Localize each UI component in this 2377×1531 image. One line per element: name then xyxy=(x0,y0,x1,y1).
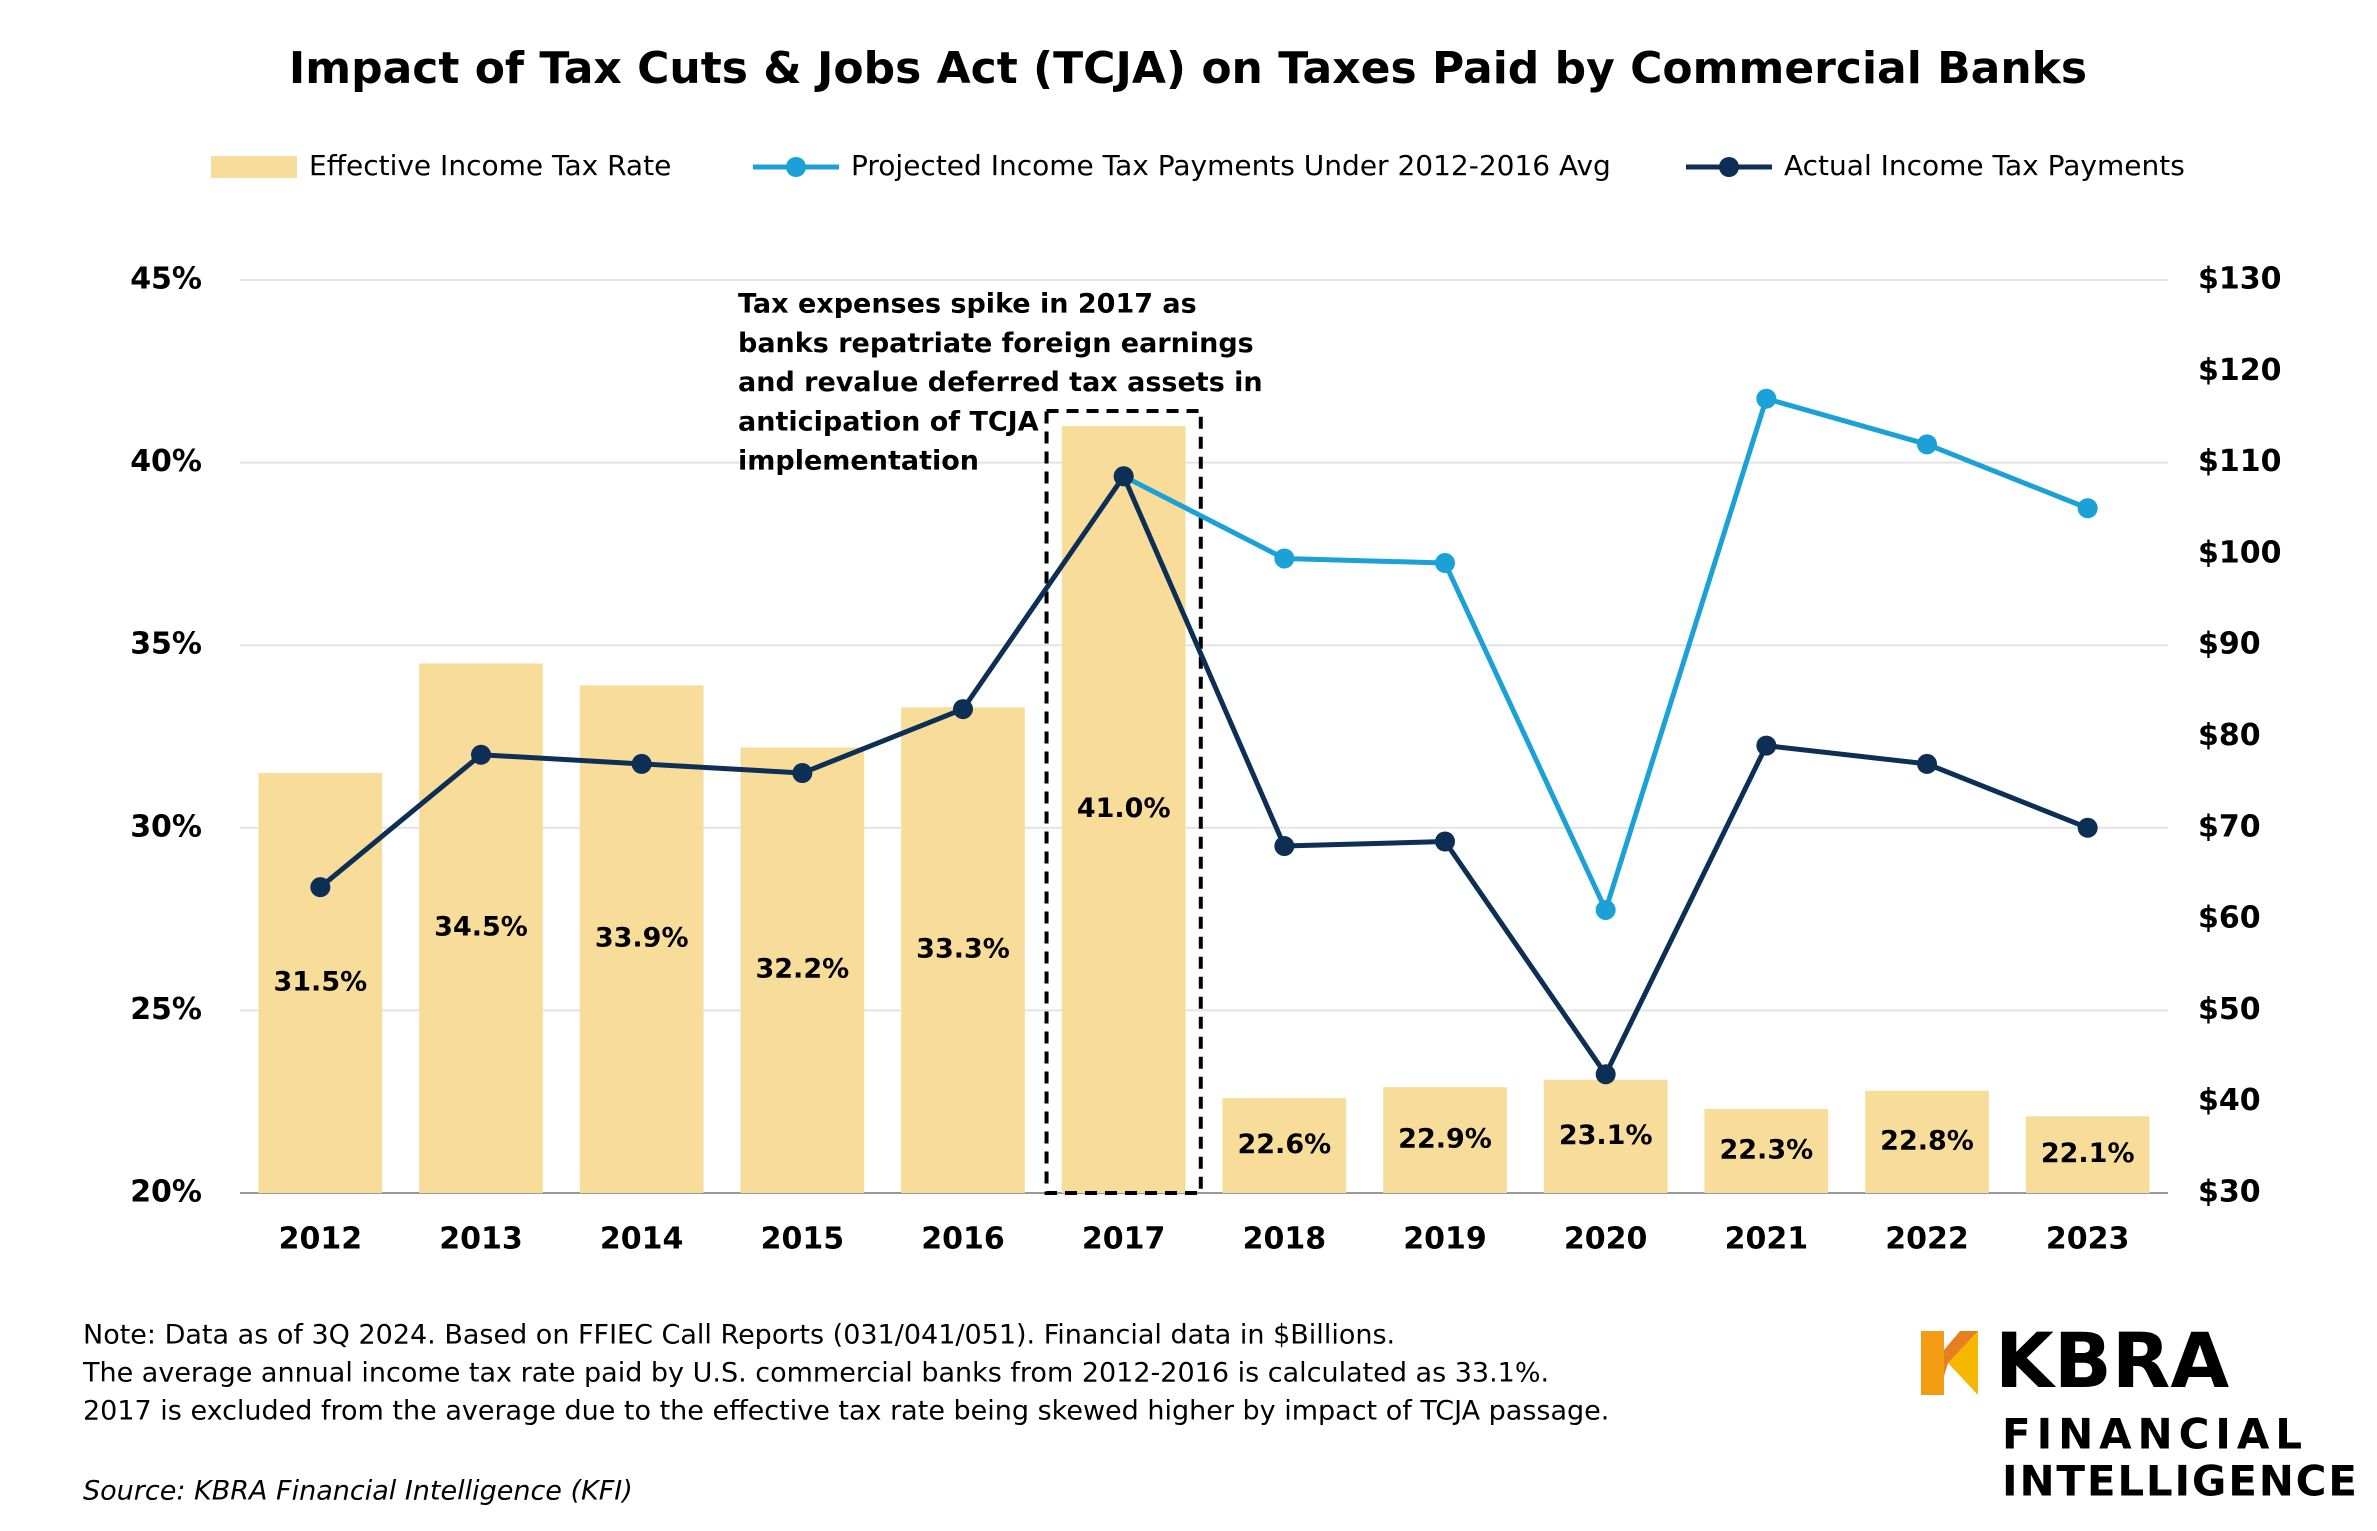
y2-tick-label: $80 xyxy=(2198,718,2261,753)
x-tick-label: 2023 xyxy=(2046,1222,2130,1257)
marker xyxy=(1435,831,1455,852)
y2-tick-label: $110 xyxy=(2198,444,2282,479)
bar xyxy=(1865,1090,1989,1193)
annotation: Tax expenses spike in 2017 as xyxy=(738,289,1197,320)
data-label: 22.8% xyxy=(1880,1125,1974,1156)
marker xyxy=(471,744,491,765)
y2-tick-label: $70 xyxy=(2198,809,2261,844)
annotation: implementation xyxy=(738,446,979,477)
logo-line: FINANCIAL xyxy=(2002,1410,2302,1459)
marker xyxy=(1274,836,1295,857)
legend-swatch xyxy=(211,156,297,178)
x-tick-label: 2019 xyxy=(1403,1222,1487,1257)
marker xyxy=(792,763,813,784)
y-tick-label: 45% xyxy=(130,262,202,297)
bar xyxy=(1222,1098,1347,1193)
annotation: anticipation of TCJA xyxy=(738,406,1039,437)
legend-label: Effective Income Tax Rate xyxy=(309,149,671,182)
x-tick-label: 2013 xyxy=(439,1222,523,1257)
marker xyxy=(1595,899,1616,920)
y-tick-label: 20% xyxy=(130,1175,202,1210)
marker xyxy=(631,753,652,774)
bar xyxy=(740,747,865,1193)
data-label: 33.3% xyxy=(916,934,1010,965)
marker xyxy=(310,877,331,898)
y2-tick-label: $130 xyxy=(2198,262,2282,297)
x-tick-label: 2022 xyxy=(1885,1222,1969,1257)
marker xyxy=(1595,1064,1616,1085)
legend-marker xyxy=(786,157,806,177)
legend-marker xyxy=(1719,157,1739,177)
marker xyxy=(1274,548,1295,569)
bar xyxy=(258,773,383,1193)
x-tick-label: 2012 xyxy=(279,1222,363,1257)
marker xyxy=(953,699,973,720)
data-label: 22.9% xyxy=(1398,1124,1492,1155)
note: The average annual income tax rate paid … xyxy=(82,1358,1549,1389)
data-label: 41.0% xyxy=(1077,793,1171,824)
bar xyxy=(1061,426,1186,1194)
data-label: 22.6% xyxy=(1237,1129,1331,1160)
legend-label: Actual Income Tax Payments xyxy=(1784,149,2185,182)
marker xyxy=(1756,388,1777,409)
x-tick-label: 2014 xyxy=(600,1222,684,1257)
y2-tick-label: $100 xyxy=(2198,535,2282,570)
marker xyxy=(1113,466,1134,487)
source: Source: KBRA Financial Intelligence (KFI… xyxy=(83,1476,633,1507)
marker xyxy=(1917,434,1937,455)
legend-label: Projected Income Tax Payments Under 2012… xyxy=(851,149,1611,182)
x-tick-label: 2020 xyxy=(1564,1222,1648,1257)
marker xyxy=(1917,753,1937,774)
note: 2017 is excluded from the average due to… xyxy=(83,1396,1609,1427)
data-label: 34.5% xyxy=(434,912,528,943)
note: Note: Data as of 3Q 2024. Based on FFIEC… xyxy=(83,1320,1395,1351)
logo-name: KBRA xyxy=(1995,1316,2229,1405)
bar xyxy=(1704,1109,1829,1193)
data-label: 32.2% xyxy=(755,954,849,985)
logo-chevron-top xyxy=(1944,1331,1978,1376)
data-label: 22.1% xyxy=(2041,1138,2135,1169)
logo: KBRA FINANCIAL INTELLIGENCE xyxy=(1921,1316,2357,1506)
marker xyxy=(2077,498,2098,519)
x-tick-label: 2017 xyxy=(1082,1222,1166,1257)
marker xyxy=(1756,735,1777,756)
y2-tick-label: $40 xyxy=(2198,1083,2261,1118)
y-tick-label: 30% xyxy=(130,809,202,844)
data-label: 31.5% xyxy=(273,967,367,998)
y-tick-label: 35% xyxy=(130,627,202,662)
x-tick-label: 2018 xyxy=(1243,1222,1327,1257)
logo-chevron xyxy=(1948,1331,1978,1395)
y2-tick-label: $30 xyxy=(2198,1175,2261,1210)
y2-tick-label: $120 xyxy=(2198,353,2282,388)
y2-tick-label: $90 xyxy=(2198,627,2261,662)
x-tick-label: 2021 xyxy=(1725,1222,1809,1257)
bar xyxy=(2025,1116,2150,1193)
x-tick-label: 2015 xyxy=(761,1222,845,1257)
y-tick-label: 40% xyxy=(130,444,202,479)
data-label: 23.1% xyxy=(1559,1120,1653,1151)
annotation: and revalue deferred tax assets in xyxy=(738,367,1263,398)
bar xyxy=(901,707,1025,1193)
line xyxy=(1122,396,2089,913)
annotation: banks repatriate foreign earnings xyxy=(738,328,1254,359)
data-label: 22.3% xyxy=(1719,1135,1813,1166)
y2-tick-label: $60 xyxy=(2198,901,2261,936)
bar xyxy=(1543,1079,1668,1193)
chart-title: Impact of Tax Cuts & Jobs Act (TCJA) on … xyxy=(289,43,2087,94)
marker xyxy=(2077,817,2098,838)
x-tick-label: 2016 xyxy=(921,1222,1005,1257)
bar xyxy=(1383,1087,1507,1193)
marker xyxy=(1435,553,1455,574)
data-label: 33.9% xyxy=(595,923,689,954)
y-tick-label: 25% xyxy=(130,992,202,1027)
highlight-box xyxy=(1044,409,1203,1195)
line xyxy=(318,473,2089,1077)
y2-tick-label: $50 xyxy=(2198,992,2261,1027)
logo-bar xyxy=(1921,1331,1944,1395)
logo-line: INTELLIGENCE xyxy=(2002,1457,2357,1506)
